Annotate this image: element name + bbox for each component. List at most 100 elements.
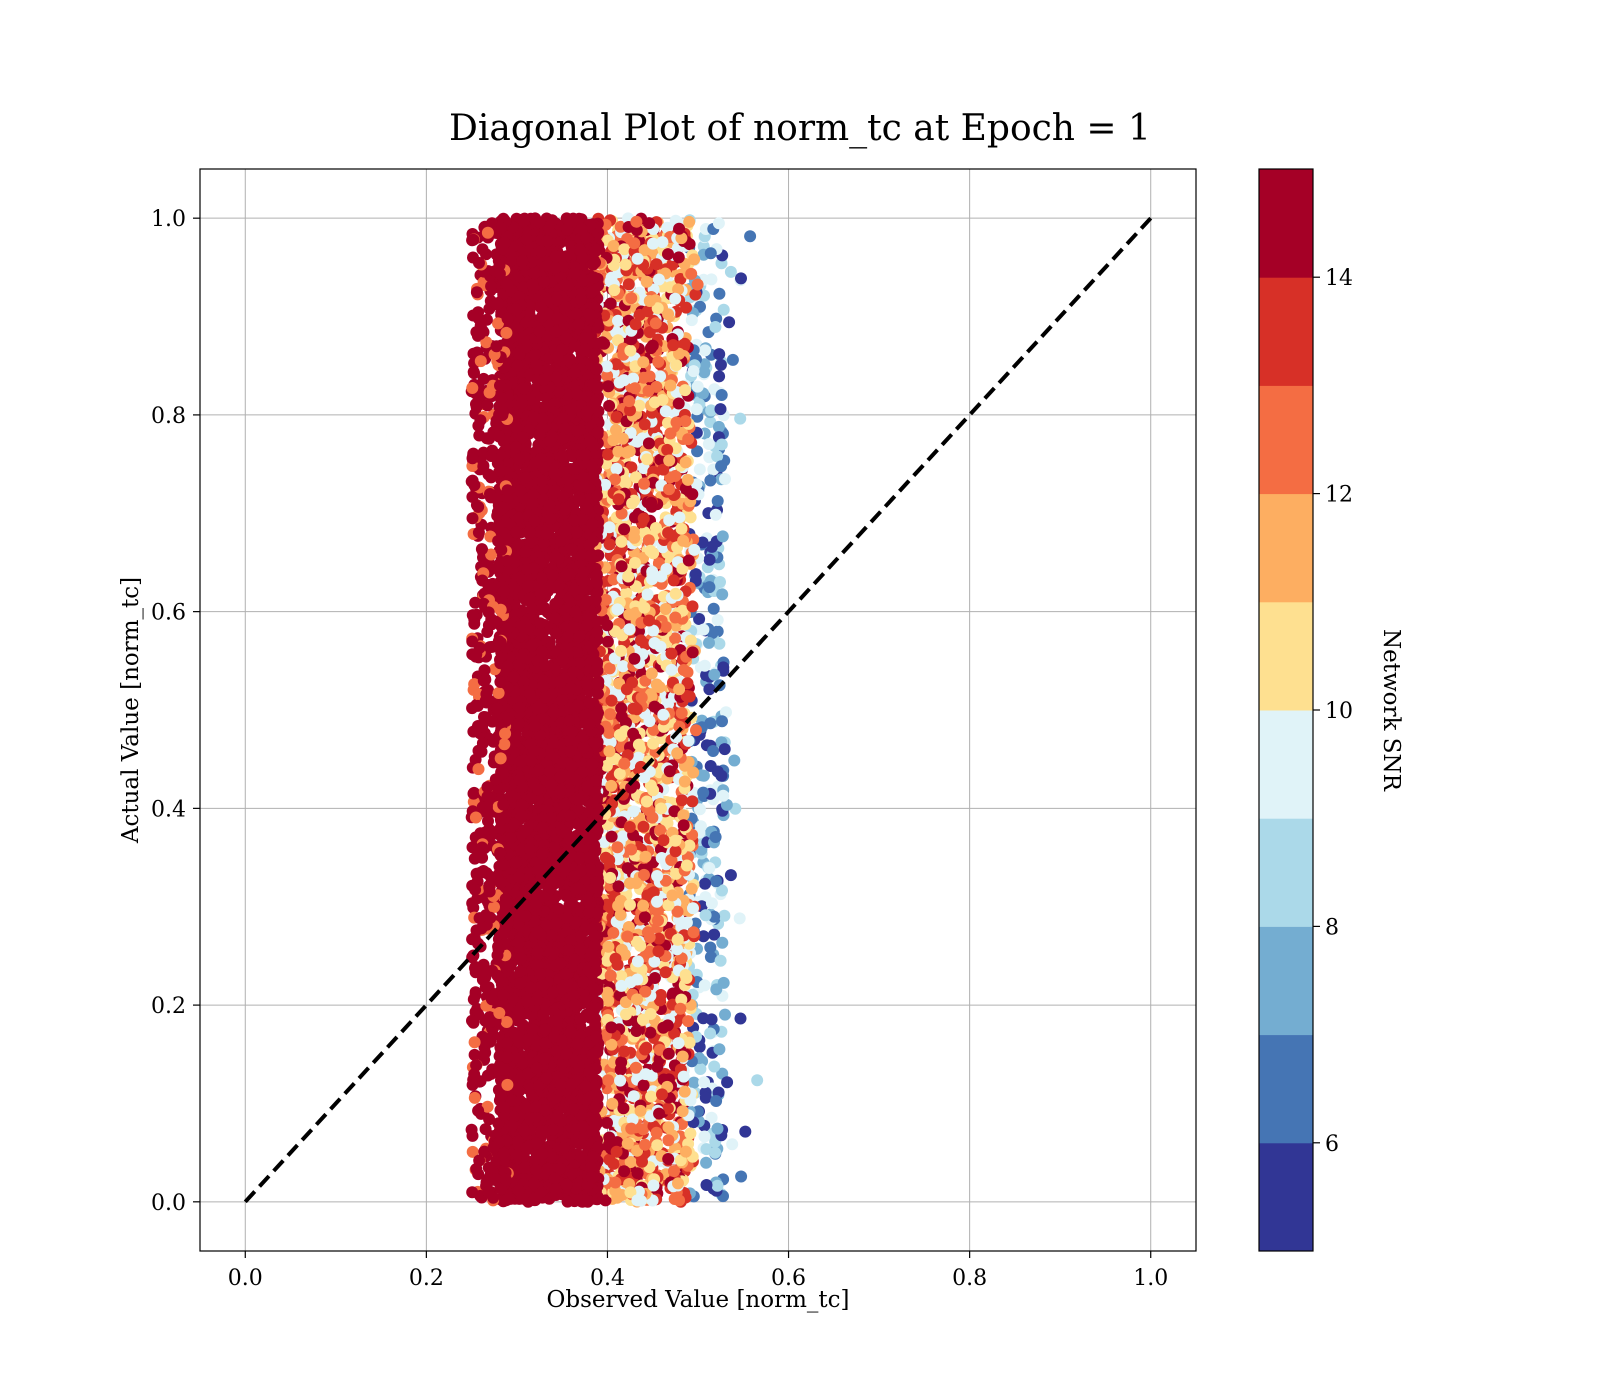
scatter-point <box>710 875 722 888</box>
scatter-point <box>712 420 725 433</box>
scatter-point <box>645 1090 658 1103</box>
scatter-point <box>718 743 731 756</box>
scatter-point <box>726 1138 739 1151</box>
scatter-point <box>604 297 617 310</box>
scatter-point <box>639 850 652 863</box>
scatter-point <box>634 1104 647 1117</box>
scatter-point <box>720 798 733 811</box>
scatter-point <box>613 767 626 780</box>
scatter-point <box>715 460 728 473</box>
scatter-point <box>651 1060 664 1073</box>
scatter-point <box>734 412 747 425</box>
scatter-point <box>697 623 710 636</box>
scatter-point <box>713 348 726 361</box>
scatter-point <box>709 321 722 333</box>
scatter-point <box>669 834 682 847</box>
scatter-point <box>676 1050 689 1063</box>
scatter-point <box>678 775 691 788</box>
scatter-point <box>719 473 731 485</box>
scatter-point <box>603 745 616 758</box>
scatter-point <box>622 278 635 291</box>
scatter-point <box>641 453 654 466</box>
scatter-point <box>657 708 670 721</box>
scatter-point <box>643 614 655 627</box>
scatter-point <box>676 1118 688 1130</box>
scatter-point <box>679 384 692 397</box>
scatter-point <box>657 834 670 847</box>
scatter-point <box>606 1097 619 1110</box>
scatter-point <box>673 222 686 235</box>
scatter-point <box>607 240 620 252</box>
scatter-point <box>615 1056 628 1069</box>
scatter-point <box>687 902 699 915</box>
scatter-point <box>699 344 711 357</box>
scatter-point <box>603 399 616 412</box>
scatter-point <box>650 522 662 534</box>
scatter-point <box>684 1127 697 1140</box>
scatter-point <box>623 623 636 636</box>
scatter-point <box>639 1138 651 1151</box>
scatter-point <box>659 603 672 615</box>
scatter-point <box>716 715 728 728</box>
scatter-point <box>677 819 690 832</box>
scatter-point <box>636 1013 649 1026</box>
scatter-point <box>634 634 647 647</box>
scatter-point <box>632 738 645 751</box>
scatter-point <box>685 314 698 327</box>
scatter-point <box>653 1107 666 1120</box>
scatter-point <box>716 1067 729 1080</box>
scatter-point <box>634 939 647 952</box>
scatter-point <box>723 316 736 329</box>
scatter-point <box>600 360 613 373</box>
scatter-point <box>604 708 617 721</box>
scatter-point <box>651 870 664 882</box>
scatter-point <box>707 602 720 615</box>
scatter-point <box>704 941 717 954</box>
scatter-point <box>677 1070 690 1083</box>
scatter-point <box>712 217 725 230</box>
scatter-point <box>715 389 728 401</box>
scatter-point <box>711 1122 724 1135</box>
scatter-point <box>679 456 692 469</box>
scatter-point <box>705 273 718 286</box>
scatter-point <box>663 765 676 778</box>
scatter-point <box>607 434 620 447</box>
scatter-point <box>623 821 636 833</box>
scatter-point <box>663 454 676 467</box>
scatter-point <box>604 871 617 884</box>
scatter-point <box>714 403 727 416</box>
scatter-point <box>733 912 746 925</box>
scatter-point <box>637 899 650 912</box>
scatter-point <box>624 344 637 357</box>
scatter-point <box>704 1027 717 1040</box>
scatter-point <box>604 969 617 982</box>
scatter-point <box>751 1074 764 1087</box>
scatter-point <box>626 676 639 689</box>
scatter-point <box>618 374 630 387</box>
scatter-point <box>728 754 741 767</box>
scatter-point <box>666 889 679 902</box>
scatter-point <box>622 570 635 583</box>
scatter-point <box>676 1105 689 1118</box>
scatter-point <box>638 418 651 431</box>
scatter-point <box>638 477 650 490</box>
scatter-point <box>642 384 655 397</box>
scatter-point <box>734 1012 747 1025</box>
scatter-point <box>724 869 737 882</box>
scatter-point <box>686 600 699 613</box>
scatter-point <box>612 445 625 458</box>
scatter-point <box>619 258 632 271</box>
scatter-point <box>628 652 641 665</box>
scatter-point <box>677 534 690 547</box>
scatter-point <box>682 1015 695 1028</box>
scatter-point <box>705 1111 718 1124</box>
scatter-point <box>654 370 667 383</box>
scatter-point <box>636 1155 648 1168</box>
scatter-point <box>626 497 639 510</box>
scatter-point <box>713 1043 726 1056</box>
scatter-point <box>706 627 719 639</box>
scatter-point <box>699 1091 712 1104</box>
scatter-point <box>715 769 728 782</box>
scatter-point <box>680 972 693 984</box>
scatter-point <box>699 909 712 922</box>
